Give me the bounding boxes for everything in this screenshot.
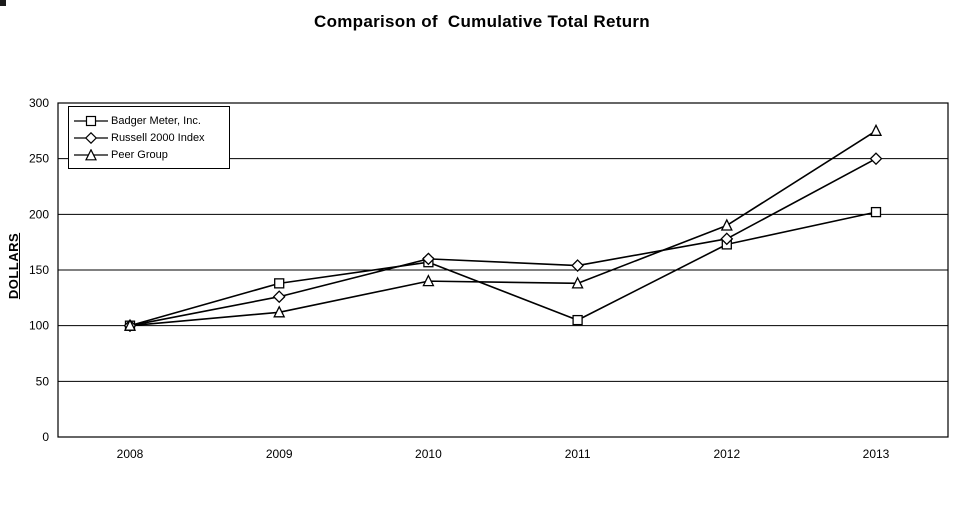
x-tick-label: 2008 [117,447,144,461]
x-tick-label: 2012 [713,447,740,461]
legend: Badger Meter, Inc. Russell 2000 Index Pe… [68,106,230,169]
y-tick-label: 200 [29,207,49,221]
square-marker-icon [74,115,108,126]
y-tick-label: 100 [29,319,49,333]
triangle-marker [273,305,286,318]
square-marker [572,314,583,326]
x-tick-label: 2009 [266,447,293,461]
series-line-0 [129,211,877,327]
triangle-marker [422,274,435,287]
square-marker [870,206,882,218]
x-tick-label: 2011 [565,447,591,461]
legend-label: Russell 2000 Index [111,131,205,144]
series-line-2 [129,130,877,327]
legend-item-russell-2000: Russell 2000 Index [73,129,223,146]
diamond-marker [272,290,286,304]
series-line-1 [129,157,877,327]
diamond-marker [720,232,734,246]
plot-border [57,102,949,438]
y-tick-label: 300 [29,96,49,110]
triangle-marker [720,218,733,231]
diamond-marker [571,259,585,272]
x-tick-label: 2010 [415,447,442,461]
legend-item-peer-group: Peer Group [73,146,223,163]
triangle-marker-icon [74,148,108,160]
legend-label: Peer Group [111,148,168,161]
y-tick-label: 50 [36,374,50,388]
chart-title: Comparison of Cumulative Total Return [314,12,650,31]
triangle-marker [123,318,137,331]
y-tick-label: 250 [29,152,49,166]
legend-label: Badger Meter, Inc. [111,114,201,127]
diamond-marker [869,152,883,166]
scan-corner-artifact [0,0,6,6]
triangle-marker [571,276,584,289]
diamond-marker [421,252,435,266]
y-tick-label: 0 [42,430,49,444]
y-tick-label: 150 [29,263,49,277]
square-marker [274,278,285,289]
triangle-marker [869,123,883,136]
legend-item-badger-meter: Badger Meter, Inc. [73,112,223,129]
diamond-marker-icon [74,131,108,144]
x-tick-label: 2013 [863,447,890,461]
